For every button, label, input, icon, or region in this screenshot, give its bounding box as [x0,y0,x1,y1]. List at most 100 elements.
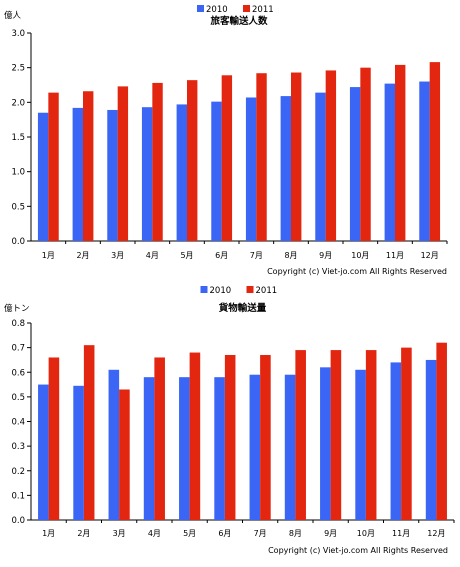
chart1-xtick-label: 9月 [324,529,337,538]
chart0-legend-label-2010: 2010 [206,5,228,15]
chart0-bar-2010-7 [245,97,257,241]
chart0-ylabel: 億人 [4,10,22,21]
chart0-bar-2010-3 [107,109,118,242]
chart1-bar-2010-4 [143,377,155,520]
chart1-xtick-label: 2月 [77,529,90,538]
chart0-bar-2011-8 [291,72,302,242]
chart0-ytick-label: 2.5 [11,64,25,74]
chart0-xtick-label: 5月 [180,251,193,260]
chart1-bar-2011-5 [189,352,201,520]
chart0-bar-2010-6 [211,101,222,241]
chart0-legend-label-2011: 2011 [252,5,274,15]
chart0-legend-swatch-2011 [243,5,250,12]
chart1-bar-2010-12 [425,359,437,520]
chart1-bar-2011-7 [260,355,271,520]
chart1-ytick-label: 0.0 [11,516,25,526]
chart0-bar-2010-11 [384,83,395,241]
chart1-xtick-label: 11月 [392,529,410,538]
chart0-xtick-label: 12月 [421,251,439,260]
chart1-xtick-label: 6月 [218,529,231,538]
chart1-ytick-label: 0.4 [11,418,25,428]
chart0-title: 旅客輸送人数 [210,15,268,27]
chart0-ytick-label: 1.5 [11,133,25,143]
chart1-legend-swatch-2011 [246,286,254,293]
chart1-legend-label-2011: 2011 [256,286,278,296]
chart0-ytick-label: 0.0 [11,237,25,247]
chart1-bar-2010-2 [73,385,84,520]
chart0-xtick-label: 6月 [215,251,228,260]
chart0-bar-2011-4 [152,82,163,241]
chart1-xtick-label: 8月 [289,529,302,538]
chart0-ytick-label: 1.0 [11,168,25,178]
chart0-legend-swatch-2010 [197,5,204,12]
chart0-bar-2010-9 [315,92,326,241]
chart1-xtick-label: 7月 [254,529,267,538]
chart1-bar-2010-3 [108,369,120,520]
chart1-xtick-label: 12月 [427,529,445,538]
chart1-bar-2011-2 [83,345,95,520]
chart0-xtick-label: 9月 [319,251,332,260]
chart0-bar-2011-3 [117,86,129,242]
chart1-ytick-label: 0.1 [11,491,25,501]
freight-chart: 2010 2011 貨物輸送量 億トン 0.0 0.1 0.2 0.3 0.4 0.5 0.6 0.7… [4,286,455,555]
chart0-xtick-label: 4月 [146,251,159,260]
chart1-bar-2011-10 [365,350,377,520]
chart0-bar-2011-7 [256,73,267,241]
chart1-ytick-label: 0.5 [11,393,25,403]
chart1-xtick-label: 1月 [42,529,55,538]
chart1-legend-label-2010: 2010 [210,286,232,296]
chart0-bar-2010-2 [72,107,83,241]
chart1-bar-2010-6 [214,377,225,520]
chart0-bar-2011-11 [395,64,406,241]
chart0-bar-2010-8 [280,96,291,242]
chart0-xtick-label: 2月 [76,251,89,260]
chart1-bar-2010-10 [355,369,366,520]
chart0-bar-2010-5 [176,104,187,241]
chart1-ytick-label: 0.7 [11,344,25,354]
chart1-ytick-label: 0.2 [11,467,25,477]
chart1-ylabel: 億トン [4,303,30,314]
chart0-copyright: Copyright (c) Viet-jo.com All Rights Res… [267,267,447,276]
chart0-xtick-label: 8月 [284,251,297,260]
chart1-ytick-label: 0.3 [11,442,25,452]
chart0-bar-2011-2 [83,91,94,242]
chart1-bar-2011-3 [119,389,130,520]
chart1-xtick-label: 10月 [357,529,375,538]
chart1-xtick-label: 5月 [183,529,196,538]
chart1-xtick-label: 3月 [113,529,126,538]
chart1-ytick-label: 0.6 [11,368,25,378]
chart0-xtick-label: 7月 [250,251,263,260]
chart1-bar-2010-5 [179,377,190,520]
chart0-bar-2010-4 [141,107,153,241]
chart0-bar-2011-10 [360,67,371,242]
chart1-xtick-label: 4月 [148,529,161,538]
chart1-bar-2011-11 [401,347,412,520]
chart0-bar-2010-10 [349,87,361,241]
chart0-xtick-label: 1月 [42,251,55,260]
chart0-xtick-label: 11月 [386,251,404,260]
chart1-bar-2011-4 [154,357,165,520]
chart0-ytick-label: 0.5 [11,202,25,212]
chart1-bar-2011-6 [224,355,236,520]
chart1-bar-2010-1 [38,384,49,520]
chart1-bar-2011-9 [330,350,342,520]
chart1-bar-2011-8 [295,350,306,520]
chart1-copyright: Copyright (c) Viet-jo.com All Rights Res… [268,546,448,555]
chart0-bar-2011-12 [429,62,441,242]
chart0-bar-2010-1 [37,112,49,241]
chart1-bar-2010-11 [390,362,402,520]
chart0-xtick-label: 10月 [351,251,369,260]
chart1-ytick-label: 0.8 [11,319,25,329]
chart1-bar-2011-12 [436,342,447,520]
chart1-bar-2011-1 [48,357,60,520]
chart1-bar-2010-8 [284,374,296,520]
chart0-bar-2011-6 [221,75,233,241]
chart0-bar-2011-5 [187,80,198,241]
chart1-title: 貨物輸送量 [219,302,267,314]
chart0-ytick-label: 3.0 [11,29,25,39]
chart1-bar-2010-7 [249,374,261,520]
chart0-bar-2011-1 [48,92,59,241]
chart1-bar-2010-9 [320,367,331,520]
chart0-bar-2010-12 [419,81,430,242]
